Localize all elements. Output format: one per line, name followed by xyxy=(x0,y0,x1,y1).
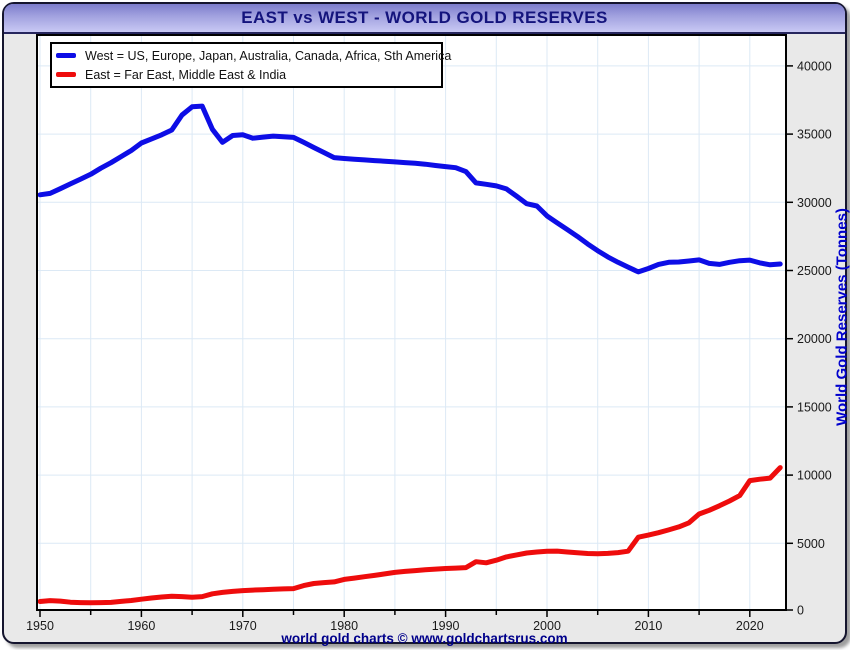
x-tick-label: 2010 xyxy=(634,619,662,633)
x-tick-label: 1990 xyxy=(432,619,460,633)
y-tick-label: 10000 xyxy=(797,469,832,483)
y-tick-label: 35000 xyxy=(797,128,832,142)
legend-item-east: East = Far East, Middle East & India xyxy=(56,65,441,84)
y-tick-label: 15000 xyxy=(797,400,832,414)
x-axis-labels: 1950 1960 1970 1980 1990 2000 2010 2020 xyxy=(26,619,764,633)
legend-swatch-west xyxy=(56,53,76,58)
y-tick-label: 20000 xyxy=(797,332,832,346)
y-tick-label: 25000 xyxy=(797,264,832,278)
y-tick-label: 30000 xyxy=(797,196,832,210)
x-tick-label: 1970 xyxy=(229,619,257,633)
legend-item-west: West = US, Europe, Japan, Australia, Can… xyxy=(56,46,451,65)
y-tick-label: 5000 xyxy=(797,537,825,551)
legend-label-west: West = US, Europe, Japan, Australia, Can… xyxy=(85,48,452,63)
y-axis-ticks xyxy=(786,65,793,611)
legend-label-east: East = Far East, Middle East & India xyxy=(85,67,287,82)
series-west-line xyxy=(37,103,783,275)
y-tick-label: 40000 xyxy=(797,59,832,73)
y-axis-title: World Gold Reserves (Tonnes) xyxy=(833,208,850,426)
x-tick-label: 2000 xyxy=(533,619,561,633)
legend-box: West = US, Europe, Japan, Australia, Can… xyxy=(50,42,451,88)
legend-swatch-east xyxy=(56,72,76,77)
x-axis-ticks xyxy=(39,610,751,617)
series-east-line xyxy=(37,465,783,606)
x-tick-label: 1960 xyxy=(127,619,155,633)
gridlines xyxy=(37,35,786,610)
footer-credit: world gold charts © www.goldchartsrus.co… xyxy=(281,631,568,646)
x-tick-label: 1950 xyxy=(26,619,54,633)
y-axis-labels: 0 5000 10000 15000 20000 25000 30000 35000 40000 xyxy=(797,59,832,617)
y-tick-label: 0 xyxy=(797,604,804,618)
chart-title: EAST vs WEST - WORLD GOLD RESERVES xyxy=(241,8,608,27)
x-tick-label: 1980 xyxy=(330,619,358,633)
plot-border xyxy=(36,34,787,611)
plot-area xyxy=(37,35,786,610)
x-tick-label: 2020 xyxy=(736,619,764,633)
chart-title-bar: EAST vs WEST - WORLD GOLD RESERVES xyxy=(4,4,845,34)
chart-canvas: 1950 1960 1970 1980 1990 2000 2010 2020 0 5000 100… xyxy=(26,34,832,633)
